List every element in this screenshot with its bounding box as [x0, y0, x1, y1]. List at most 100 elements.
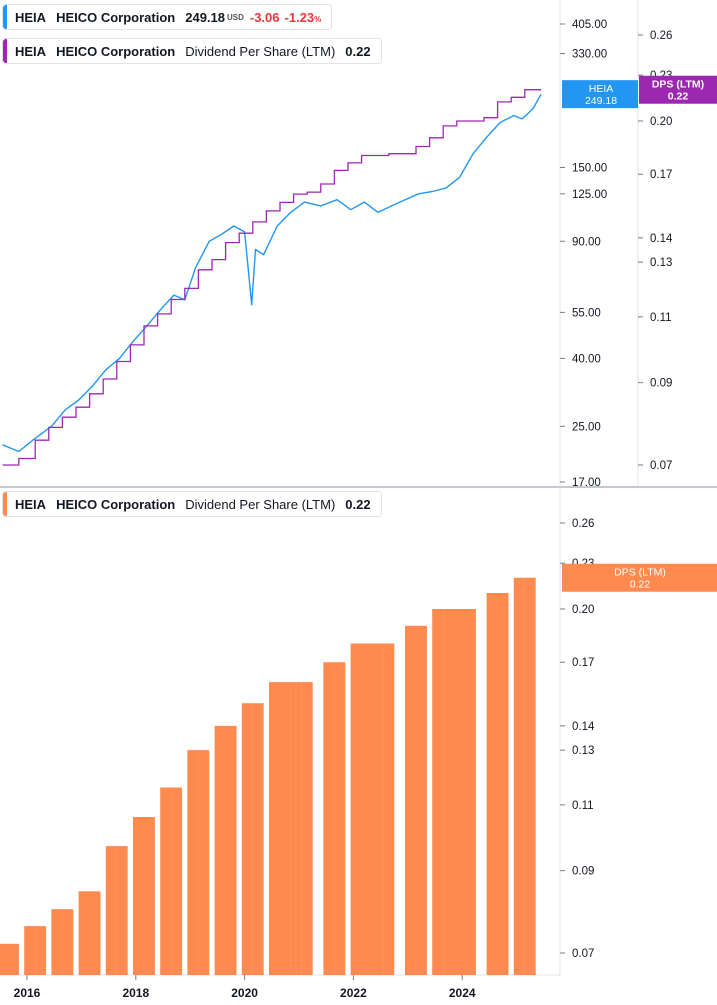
dps-bar[interactable] — [51, 909, 63, 975]
price-axis-tick-label: 125.00 — [572, 189, 607, 201]
dps-bar[interactable] — [89, 891, 101, 975]
dps-legend-top-name: HEICO Corporation — [56, 43, 176, 59]
dps-bar[interactable] — [290, 682, 302, 975]
dps-bottom-axis-tick-label: 0.13 — [572, 745, 594, 757]
dps-bar[interactable] — [454, 609, 465, 975]
dps-bar[interactable] — [432, 609, 444, 975]
dps-bar[interactable] — [105, 846, 117, 975]
dps-legend-bottom-color — [3, 492, 7, 516]
dps-bar[interactable] — [252, 703, 264, 975]
price-legend-color — [3, 5, 7, 29]
price-axis-tick-label: 90.00 — [572, 236, 601, 248]
dps-last-marker-bottom[interactable]: DPS (LTM)0.22 — [562, 563, 717, 592]
price-legend-symbol: HEIA — [15, 9, 47, 25]
price-axis-tick-label: 405.00 — [572, 19, 607, 31]
price-axis-tick-label: 25.00 — [572, 421, 601, 433]
dps-axis-tick-label: 0.13 — [650, 257, 672, 269]
dps-legend-bottom-value: 0.22 — [345, 496, 371, 512]
price-marker-value: 249.18 — [585, 95, 617, 107]
dps-bottom-axis-tick-label: 0.20 — [572, 604, 594, 616]
time-axis-tick-label: 2016 — [14, 986, 41, 1000]
dps-axis-tick-label: 0.17 — [650, 169, 672, 181]
dps-bar[interactable] — [350, 643, 362, 976]
dps-legend-bottom-symbol: HEIA — [15, 496, 47, 512]
dps-bar[interactable] — [279, 682, 291, 975]
dps-marker-bottom-label: DPS (LTM) — [614, 567, 666, 579]
dps-bar[interactable] — [301, 682, 313, 975]
price-axis-tick-label: 40.00 — [572, 353, 601, 365]
dps-bar[interactable] — [464, 609, 476, 975]
price-axis-tick-label: 150.00 — [572, 162, 607, 174]
dps-bottom-axis-tick-label: 0.09 — [572, 866, 594, 878]
dps-bar[interactable] — [160, 787, 172, 976]
price-legend-change: -3.06 — [249, 9, 280, 25]
dps-bar[interactable] — [405, 625, 416, 975]
price-axis-tick-label: 330.00 — [572, 49, 607, 61]
dps-bar[interactable] — [415, 625, 427, 975]
dps-bar[interactable] — [334, 662, 346, 975]
dps-legend-top-color — [3, 39, 7, 63]
dps-bottom-axis-tick-label: 0.11 — [572, 800, 594, 812]
dps-marker-top-value: 0.22 — [668, 91, 689, 103]
dps-axis-tick-label: 0.26 — [650, 30, 672, 42]
price-legend-last: 249.18 — [185, 9, 225, 25]
dps-bar[interactable] — [133, 817, 144, 975]
dps-series-line[interactable] — [2, 89, 542, 466]
dps-legend-bottom-indicator: Dividend Per Share (LTM) — [185, 496, 336, 512]
price-marker-bg — [562, 80, 638, 109]
dps-bar[interactable] — [116, 846, 128, 975]
dps-bar[interactable] — [62, 909, 74, 975]
price-legend-currency: USD — [227, 12, 244, 22]
dps-bar[interactable] — [497, 593, 509, 975]
dps-axis-tick-label: 0.14 — [650, 233, 673, 245]
dps-bar[interactable] — [198, 750, 210, 975]
dps-bar[interactable] — [269, 682, 280, 975]
time-axis-tick-label: 2020 — [231, 986, 258, 1000]
dps-legend-bottom[interactable]: HEIA HEICO Corporation Dividend Per Shar… — [2, 491, 382, 517]
dps-bar[interactable] — [486, 593, 498, 975]
dps-bottom-axis-tick-label: 0.26 — [572, 518, 594, 530]
dps-bar[interactable] — [171, 787, 183, 976]
dps-marker-bottom-bg — [562, 563, 717, 592]
dps-bar[interactable] — [35, 926, 47, 975]
dps-bar[interactable] — [24, 926, 36, 975]
dps-axis-tick-label: 0.11 — [650, 312, 672, 324]
price-legend-pct-sign: % — [314, 14, 322, 24]
dps-axis-tick-label: 0.20 — [650, 116, 672, 128]
dps-legend-bottom-name: HEICO Corporation — [56, 496, 176, 512]
dps-legend-top[interactable]: HEIA HEICO Corporation Dividend Per Shar… — [2, 38, 382, 64]
price-series-line[interactable] — [2, 93, 542, 453]
price-axis-tick-label: 55.00 — [572, 307, 601, 319]
dps-bar[interactable] — [361, 643, 373, 976]
price-marker-label: HEIA — [589, 83, 614, 95]
dps-bar[interactable] — [383, 643, 395, 976]
dps-bar[interactable] — [524, 577, 536, 975]
price-legend[interactable]: HEIA HEICO Corporation 249.18 USD -3.06 … — [2, 4, 333, 30]
dps-bottom-axis-tick-label: 0.07 — [572, 948, 594, 960]
time-axis-tick-label: 2022 — [340, 986, 367, 1000]
dps-bar[interactable] — [214, 725, 226, 975]
dps-bar[interactable] — [443, 609, 455, 975]
dps-bar[interactable] — [7, 943, 19, 975]
dps-last-marker-top[interactable]: DPS (LTM)0.22 — [639, 75, 717, 104]
dps-bar[interactable] — [143, 817, 155, 975]
dps-bar[interactable] — [323, 662, 335, 975]
dps-bottom-axis-tick-label: 0.17 — [572, 657, 594, 669]
dps-bar[interactable] — [241, 703, 253, 975]
dps-bar[interactable] — [78, 891, 90, 975]
dps-marker-top-label: DPS (LTM) — [652, 79, 704, 91]
dps-bar[interactable] — [187, 750, 199, 975]
dps-marker-bottom-value: 0.22 — [630, 579, 651, 591]
dps-bar[interactable] — [225, 725, 237, 975]
dps-marker-top-bg — [639, 75, 717, 104]
dps-bar[interactable] — [0, 943, 8, 975]
price-legend-change-pct: -1.23% — [284, 9, 322, 25]
dps-bar[interactable] — [513, 577, 525, 975]
dps-legend-top-symbol: HEIA — [15, 43, 47, 59]
dps-bottom-axis-tick-label: 0.14 — [572, 721, 595, 733]
dps-bar[interactable] — [372, 643, 384, 976]
time-axis-tick-label: 2024 — [449, 986, 476, 1000]
dps-legend-top-value: 0.22 — [345, 43, 371, 59]
